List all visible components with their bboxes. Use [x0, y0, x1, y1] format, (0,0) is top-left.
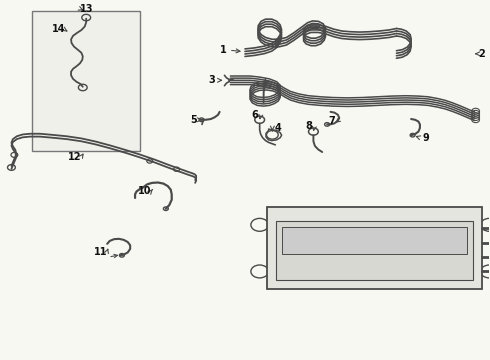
Text: 14: 14: [51, 24, 65, 35]
Bar: [282, 226, 467, 253]
Text: 5: 5: [190, 115, 197, 125]
Text: 10: 10: [138, 186, 151, 197]
Text: 12: 12: [68, 152, 82, 162]
Bar: [267, 207, 482, 289]
Text: 7: 7: [329, 116, 335, 126]
Text: 4: 4: [275, 123, 282, 133]
Text: 6: 6: [251, 111, 258, 121]
Bar: [32, 12, 140, 151]
Text: 1: 1: [220, 45, 226, 55]
Text: 9: 9: [422, 133, 429, 143]
Text: 11: 11: [94, 247, 108, 257]
Text: 3: 3: [208, 75, 215, 85]
Text: 8: 8: [305, 121, 312, 131]
Text: 2: 2: [479, 49, 486, 59]
Bar: [276, 221, 473, 280]
Text: 13: 13: [79, 4, 93, 14]
